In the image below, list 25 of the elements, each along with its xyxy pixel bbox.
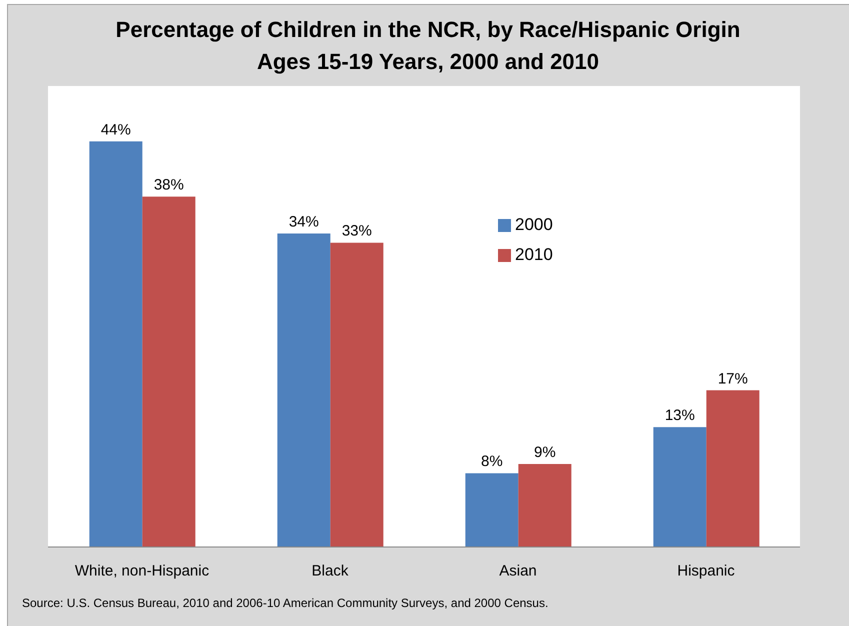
bar — [465, 473, 518, 547]
legend-label: 2010 — [515, 245, 553, 264]
bar — [518, 464, 572, 547]
data-label: 38% — [154, 176, 184, 194]
data-label: 17% — [718, 370, 748, 388]
x-tick-label: White, non-Hispanic — [74, 562, 210, 580]
bar — [277, 234, 330, 547]
bar — [89, 141, 142, 547]
data-label: 9% — [534, 444, 556, 462]
chart-subtitle: Ages 15-19 Years, 2000 and 2010 — [256, 48, 600, 76]
x-tick-label: Black — [312, 562, 349, 580]
chart-title: Percentage of Children in the NCR, by Race/Hispanic Origin — [114, 16, 742, 44]
data-label: 8% — [481, 453, 503, 470]
bar — [653, 427, 706, 547]
bar — [330, 242, 384, 547]
bar — [706, 390, 760, 547]
bar — [142, 196, 196, 547]
data-label: 33% — [342, 222, 372, 240]
data-label: 13% — [664, 407, 695, 424]
data-label: 44% — [100, 121, 131, 138]
data-label: 34% — [288, 214, 319, 231]
legend-label: 2000 — [515, 215, 553, 234]
source-note: Source: U.S. Census Bureau, 2010 and 2006-10 American Community Surveys, and 2000 Census. — [22, 596, 548, 610]
x-tick-label: Hispanic — [677, 562, 736, 580]
x-tick-label: Asian — [499, 562, 537, 580]
